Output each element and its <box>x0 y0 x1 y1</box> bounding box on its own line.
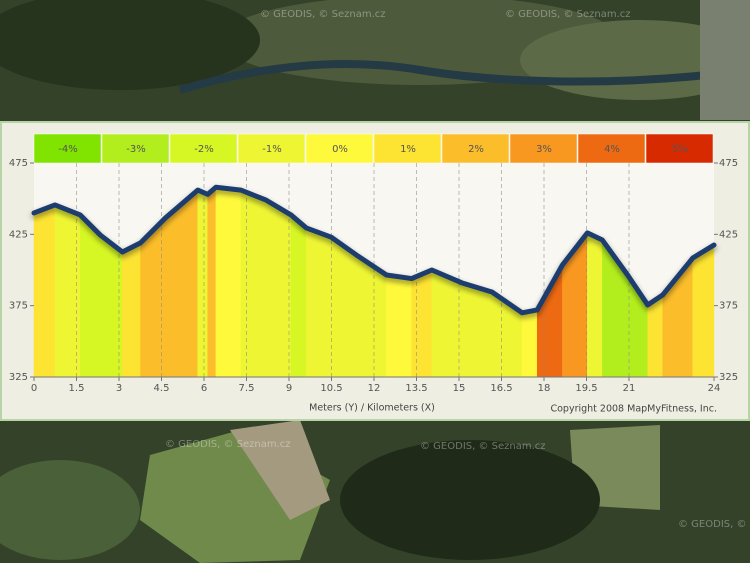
x-tick-label: 3 <box>116 383 122 394</box>
x-tick-label: 0 <box>31 383 37 394</box>
grade-strip <box>431 269 463 378</box>
x-tick-label: 21 <box>623 383 636 394</box>
grade-strip <box>33 204 56 378</box>
legend-label: 5% <box>672 144 688 155</box>
x-tick-label: 19.5 <box>575 383 597 394</box>
map-attribution: © GEODIS, © Seznam.cz <box>260 9 386 20</box>
map-attribution: © GEODIS, © Seznam.cz <box>678 519 750 530</box>
x-tick-label: 6 <box>201 383 207 394</box>
legend-label: 4% <box>604 144 620 155</box>
y-tick-label: 375 <box>9 301 28 312</box>
legend-swatch <box>373 133 442 164</box>
x-tick-label: 13.5 <box>405 383 427 394</box>
copyright: Copyright 2008 MapMyFitness, Inc. <box>550 404 717 415</box>
legend-swatch <box>33 133 102 164</box>
legend-label: 2% <box>468 144 484 155</box>
y-tick-label: 375 <box>719 301 738 312</box>
grade-strip <box>165 189 199 378</box>
legend-swatch <box>237 133 306 164</box>
grade-strip <box>290 214 307 378</box>
legend-label: -2% <box>194 144 213 155</box>
grade-strip <box>461 282 493 378</box>
x-tick-label: 7.5 <box>239 383 255 394</box>
legend-swatch <box>509 133 578 164</box>
x-tick-label: 10.5 <box>320 383 342 394</box>
y-tick-label: 475 <box>719 158 738 169</box>
y-tick-label: 425 <box>719 229 738 240</box>
grade-strip <box>647 294 663 378</box>
grade-strip <box>692 244 715 378</box>
grade-strip <box>386 274 412 378</box>
legend-label: -4% <box>58 144 77 155</box>
grade-strip <box>411 269 433 378</box>
legend-swatch <box>101 133 170 164</box>
map-attribution: © GEODIS, © Seznam.cz <box>505 9 631 20</box>
legend-label: 3% <box>536 144 552 155</box>
x-tick-label: 24 <box>708 383 721 394</box>
x-tick-label: 9 <box>286 383 292 394</box>
grade-strip <box>79 214 101 378</box>
legend-swatch <box>441 133 510 164</box>
grade-strip <box>521 309 538 378</box>
legend-label: -1% <box>262 144 281 155</box>
map-attribution: © GEODIS, © Seznam.cz <box>420 441 546 452</box>
x-tick-label: 12 <box>368 383 381 394</box>
y-tick-label: 325 <box>719 372 738 383</box>
grade-strip <box>330 236 357 378</box>
y-tick-label: 425 <box>9 229 28 240</box>
x-tick-label: 16.5 <box>490 383 512 394</box>
grade-strip <box>197 189 208 378</box>
legend-label: -3% <box>126 144 145 155</box>
x-tick-label: 1.5 <box>69 383 85 394</box>
legend-label: 1% <box>400 144 416 155</box>
legend-swatch <box>305 133 374 164</box>
legend-swatch <box>577 133 646 164</box>
legend-swatch <box>169 133 238 164</box>
elevation-line <box>31 184 717 316</box>
y-tick-label: 475 <box>9 158 28 169</box>
grade-strip <box>215 186 242 378</box>
legend-swatch <box>645 133 714 164</box>
axis-label: Meters (Y) / Kilometers (X) <box>309 403 435 414</box>
x-tick-label: 15 <box>453 383 466 394</box>
grade-strip <box>587 232 603 378</box>
grade-strip <box>306 227 332 378</box>
y-tick-label: 325 <box>9 372 28 383</box>
map-attribution: © GEODIS, © Seznam.cz <box>165 439 291 450</box>
x-tick-label: 4.5 <box>154 383 170 394</box>
grade-strip <box>240 189 267 378</box>
x-tick-label: 18 <box>538 383 551 394</box>
legend-label: 0% <box>332 144 348 155</box>
grade-strip <box>207 186 217 378</box>
grade-strip <box>122 242 141 378</box>
grade-strip <box>265 199 292 378</box>
